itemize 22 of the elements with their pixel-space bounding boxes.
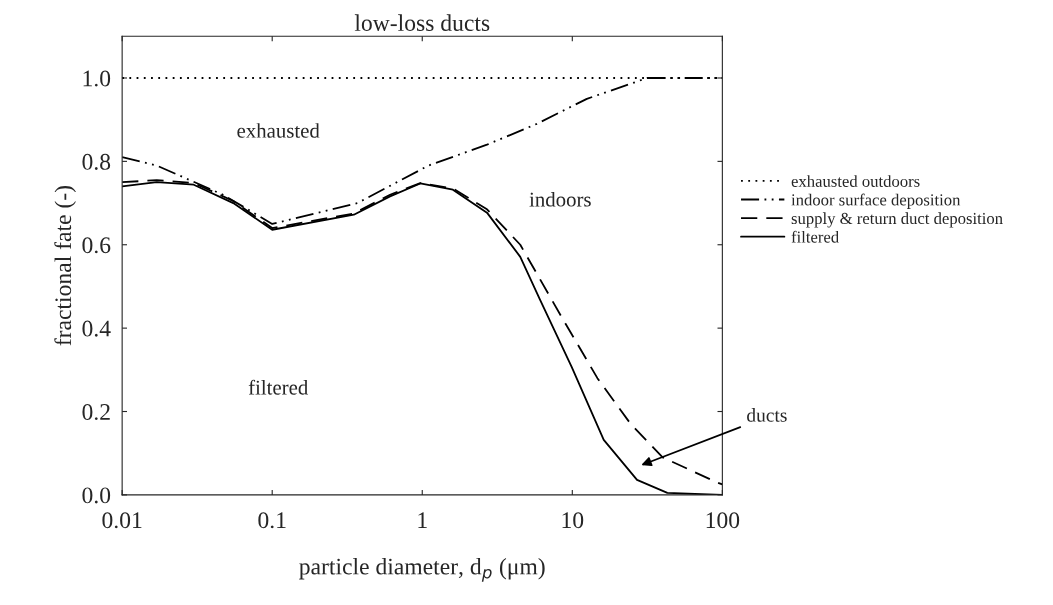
legend-label: indoor surface deposition — [791, 193, 961, 209]
y-tick-label: 0.8 — [82, 153, 111, 170]
x-tick-label: 10 — [562, 512, 584, 529]
annotation: filtered — [248, 379, 309, 395]
y-tick-label: 0.4 — [82, 320, 111, 337]
y-tick-label: 0.0 — [82, 487, 111, 504]
legend-label: supply & return duct deposition — [791, 212, 1003, 228]
chart-title: low-loss ducts — [354, 14, 490, 31]
x-axis-title: particle diameter, d$_{p}$ (μm) — [299, 557, 545, 582]
annotation: indoors — [529, 191, 591, 207]
x-tick-label: 100 — [706, 512, 740, 529]
legend-label: filtered — [791, 230, 839, 243]
annotation: exhausted — [237, 123, 320, 138]
x-tick-label: 0.1 — [258, 512, 286, 529]
x-tick-label: 0.01 — [102, 512, 142, 529]
y-tick-label: 0.6 — [82, 237, 111, 254]
text: ducts — [747, 408, 787, 422]
legend-label: exhausted outdoors — [791, 175, 920, 187]
y-axis-title: fractional fate (-) — [54, 186, 76, 346]
y-tick-label: 1.0 — [83, 70, 111, 87]
y-tick-label: 0.2 — [82, 404, 110, 421]
x-tick-label: 1 — [418, 512, 427, 528]
